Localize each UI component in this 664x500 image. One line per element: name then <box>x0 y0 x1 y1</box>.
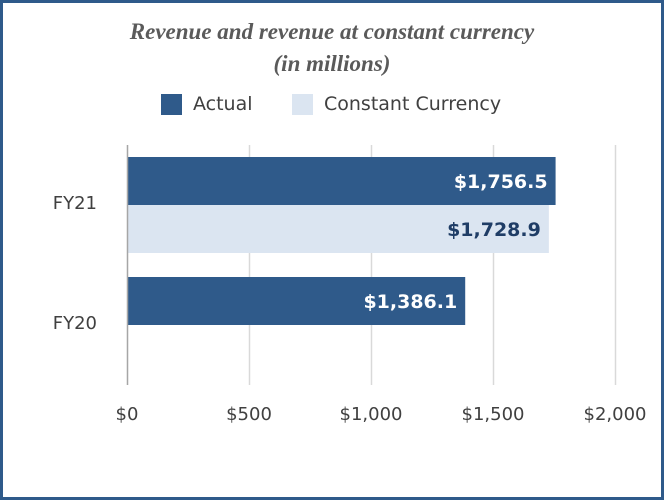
chart-legend: Actual Constant Currency <box>0 90 664 118</box>
data-label: $1,756.5 <box>454 171 548 193</box>
bar <box>127 157 556 205</box>
legend-swatch-actual <box>161 93 182 115</box>
chart-subtitle: (in millions) <box>273 51 391 76</box>
legend-label-actual: Actual <box>193 93 253 115</box>
x-tick-label: $2,000 <box>584 404 647 425</box>
legend-swatch-constant-currency <box>292 93 313 115</box>
legend-label-constant-currency: Constant Currency <box>324 93 502 115</box>
legend-item-actual: Actual <box>161 90 253 118</box>
x-tick-label: $0 <box>116 404 139 425</box>
category-label: FY20 <box>53 313 97 334</box>
data-label: $1,728.9 <box>447 219 541 241</box>
x-tick-label: $500 <box>226 404 272 425</box>
bar <box>127 277 466 325</box>
data-label: $1,386.1 <box>363 291 457 313</box>
chart-title-block: Revenue and revenue at constant currency… <box>0 16 664 80</box>
chart-title: Revenue and revenue at constant currency <box>129 19 535 44</box>
bar <box>127 205 549 253</box>
legend-item-constant-currency: Constant Currency <box>292 90 501 118</box>
x-tick-label: $1,000 <box>340 404 403 425</box>
category-label: FY21 <box>53 193 97 214</box>
x-tick-label: $1,500 <box>462 404 525 425</box>
